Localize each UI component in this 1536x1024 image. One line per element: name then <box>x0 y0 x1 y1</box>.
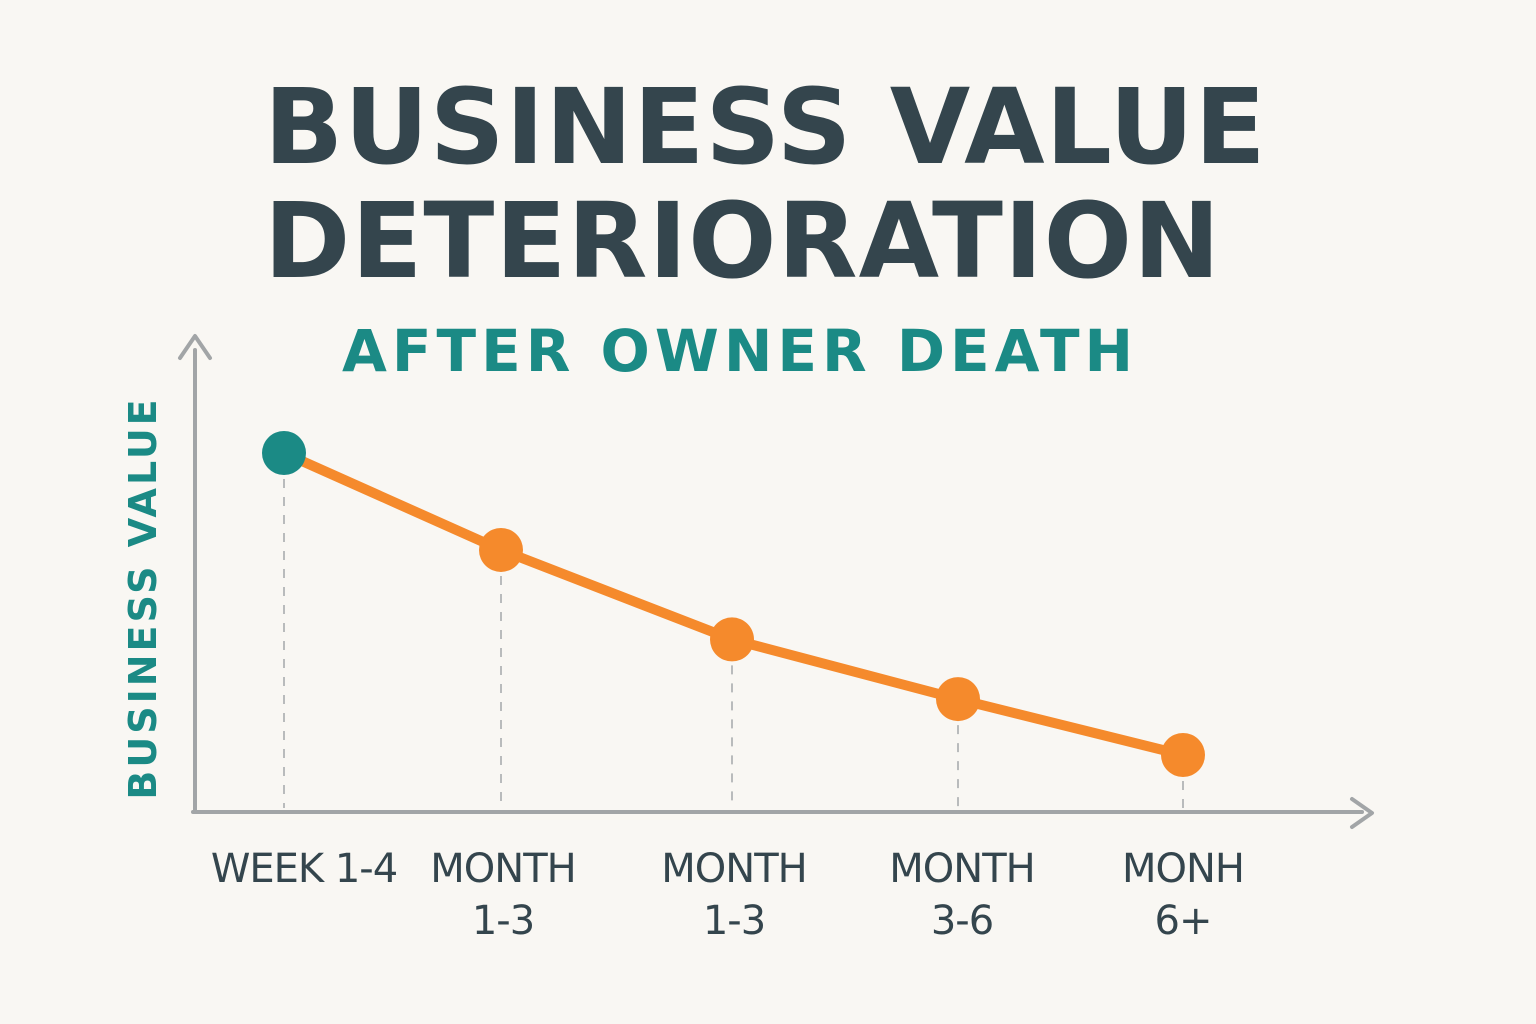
chart-subtitle: AFTER OWNER DEATH <box>342 317 1139 385</box>
axes <box>178 334 1374 829</box>
y-axis-arrow-icon <box>178 334 212 360</box>
x-tick-label: MONH <box>1122 846 1244 892</box>
x-tick-label: MONTH <box>430 846 575 892</box>
x-tick-label: 6+ <box>1155 898 1212 944</box>
x-tick-label: 3-6 <box>931 898 993 944</box>
data-point <box>262 431 306 475</box>
y-axis-label: BUSINESS VALUE <box>121 396 165 799</box>
data-point <box>710 617 754 662</box>
x-tick-labels: WEEK 1-4 MONTH 1-3 MONTH 1-3 MONTH 3-6 MONH 6+ <box>211 846 1245 944</box>
drop-lines <box>283 479 1184 808</box>
chart-title-line-2: DETERIORATION <box>264 180 1222 302</box>
data-point <box>1161 733 1205 777</box>
x-tick-label: 1-3 <box>703 898 765 944</box>
series-line <box>279 448 1188 760</box>
x-tick-label: MONTH <box>889 846 1034 892</box>
chart-title-line-1: BUSINESS VALUE <box>264 66 1267 188</box>
chart-title: BUSINESS VALUE DETERIORATION <box>264 70 1267 298</box>
series-line-layer <box>279 448 1188 760</box>
data-point <box>936 677 980 722</box>
x-axis-arrow-icon <box>1350 797 1374 829</box>
x-tick-label: 1-3 <box>472 898 534 944</box>
data-point <box>479 527 523 572</box>
data-points <box>262 431 1205 777</box>
x-tick-label: WEEK 1-4 <box>211 846 397 892</box>
x-tick-label: MONTH <box>661 846 806 892</box>
